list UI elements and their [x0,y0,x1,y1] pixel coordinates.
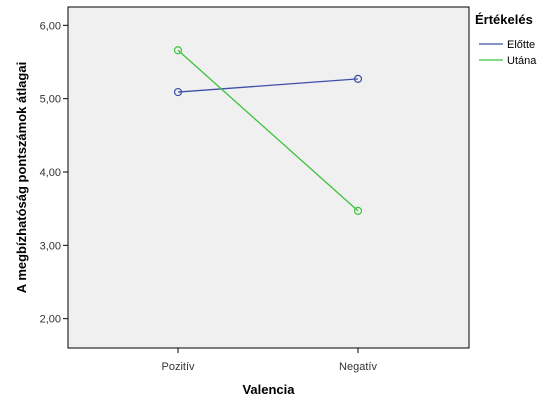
x-tick-label: Negatív [339,361,377,373]
plot-area [67,6,470,349]
legend-title: Értékelés [475,12,533,27]
y-axis: 2,00 3,00 4,00 5,00 6,00 [40,20,68,326]
y-tick-label: 4,00 [40,167,61,179]
y-axis-title: A megbízhatóság pontszámok átlagai [14,62,29,293]
y-tick-label: 3,00 [40,240,61,252]
y-tick-label: 5,00 [40,94,61,106]
series-line-2 [177,49,359,212]
data-point [353,74,363,83]
series-line-1 [177,78,359,93]
series-layer [173,46,363,215]
data-point [173,46,183,55]
legend-label: Utána [507,55,537,67]
x-axis-title: Valencia [242,382,295,397]
data-point [173,87,183,97]
legend: Értékelés Előtte Utána [475,12,537,67]
data-point [353,206,363,215]
x-tick-label: Pozitív [161,361,195,373]
x-axis: Pozitív Negatív [161,348,377,373]
y-tick-label: 6,00 [40,20,61,32]
legend-label: Előtte [507,39,535,51]
y-tick-label: 2,00 [40,314,61,326]
